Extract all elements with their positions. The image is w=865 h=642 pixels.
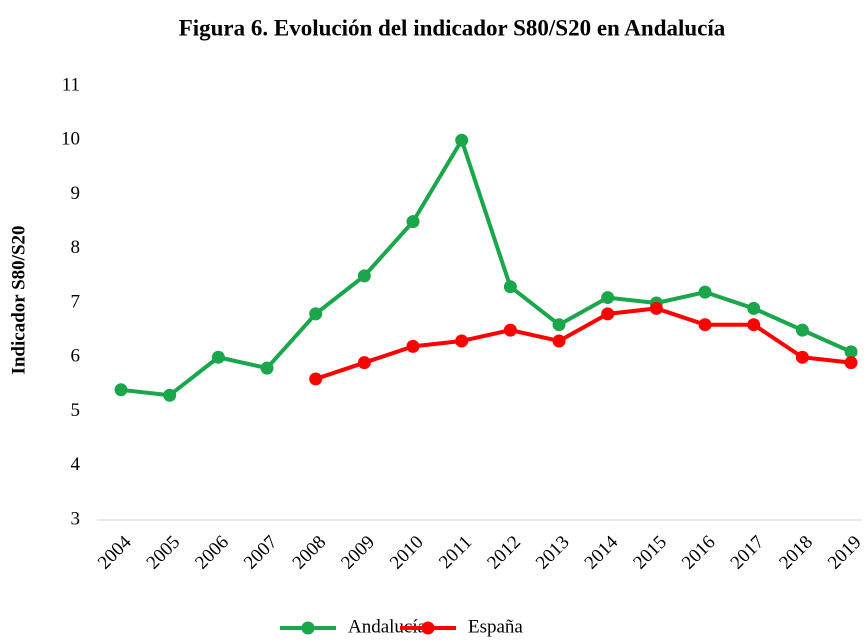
y-tick-label: 10 bbox=[61, 129, 80, 150]
marker bbox=[114, 383, 128, 397]
marker bbox=[357, 269, 371, 283]
x-tick-label: 2011 bbox=[435, 532, 476, 573]
legend-label: Andalucía bbox=[348, 616, 427, 637]
y-tick-label: 4 bbox=[71, 454, 81, 475]
y-tick-label: 3 bbox=[71, 508, 81, 529]
marker bbox=[163, 388, 177, 402]
x-tick-label: 2007 bbox=[240, 532, 282, 574]
x-tick-label: 2008 bbox=[289, 532, 331, 574]
marker bbox=[698, 318, 712, 332]
marker bbox=[844, 356, 858, 370]
legend-marker bbox=[421, 621, 435, 635]
y-tick-label: 5 bbox=[71, 400, 81, 421]
chart-title: Figura 6. Evolución del indicador S80/S2… bbox=[179, 15, 726, 40]
marker bbox=[357, 356, 371, 370]
x-tick-label: 2004 bbox=[94, 531, 136, 573]
x-tick-label: 2017 bbox=[727, 532, 769, 574]
marker bbox=[309, 307, 323, 321]
marker bbox=[309, 372, 323, 386]
marker bbox=[455, 133, 469, 147]
y-tick-label: 11 bbox=[62, 74, 80, 95]
x-tick-label: 2015 bbox=[629, 532, 671, 574]
marker bbox=[503, 323, 517, 337]
marker bbox=[649, 301, 663, 315]
x-tick-label: 2018 bbox=[775, 532, 817, 574]
y-tick-label: 8 bbox=[71, 237, 81, 258]
marker bbox=[698, 285, 712, 299]
x-tick-label: 2016 bbox=[678, 532, 720, 574]
x-tick-label: 2019 bbox=[824, 532, 865, 574]
marker bbox=[406, 215, 420, 229]
marker bbox=[795, 350, 809, 364]
marker bbox=[601, 291, 615, 305]
series-line bbox=[120, 138, 852, 398]
y-axis-label: Indicador S80/S20 bbox=[8, 225, 29, 374]
legend-marker bbox=[301, 621, 315, 635]
x-tick-label: 2013 bbox=[532, 532, 574, 574]
marker bbox=[503, 280, 517, 294]
marker bbox=[795, 323, 809, 337]
marker bbox=[260, 361, 274, 375]
y-tick-label: 9 bbox=[71, 183, 81, 204]
marker bbox=[844, 345, 858, 359]
series-line bbox=[315, 306, 852, 381]
marker bbox=[747, 318, 761, 332]
x-tick-label: 2010 bbox=[386, 532, 428, 574]
marker bbox=[406, 339, 420, 353]
marker bbox=[211, 350, 225, 364]
marker bbox=[552, 318, 566, 332]
x-tick-label: 2005 bbox=[143, 532, 185, 574]
x-tick-label: 2009 bbox=[337, 532, 379, 574]
marker bbox=[747, 301, 761, 315]
legend-label: España bbox=[468, 616, 523, 637]
y-tick-label: 7 bbox=[71, 291, 81, 312]
y-tick-label: 6 bbox=[71, 346, 81, 367]
x-tick-label: 2014 bbox=[581, 531, 623, 573]
marker bbox=[552, 334, 566, 348]
x-tick-label: 2006 bbox=[191, 532, 233, 574]
x-tick-label: 2012 bbox=[483, 532, 525, 574]
marker bbox=[455, 334, 469, 348]
marker bbox=[601, 307, 615, 321]
